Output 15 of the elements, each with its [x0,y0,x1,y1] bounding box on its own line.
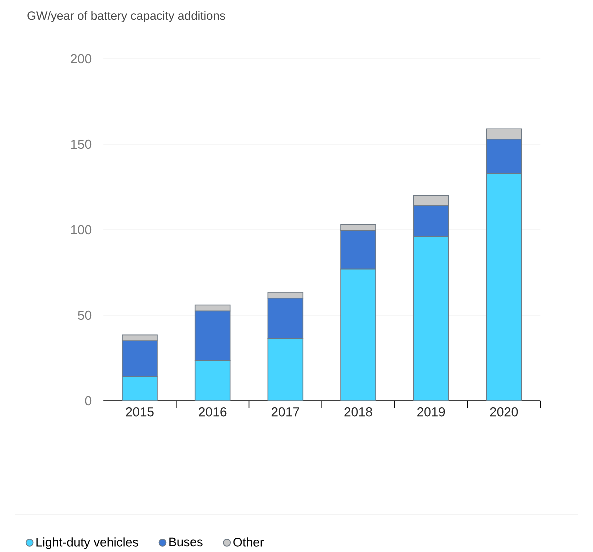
y-tick-label: 0 [85,396,92,406]
y-tick-label: 200 [71,54,92,64]
y-tick-label: 50 [78,310,92,320]
x-tick-label: 2017 [272,408,300,417]
x-tick-label: 2016 [199,408,227,417]
legend-label: Buses [170,538,203,547]
x-tick-label: 2015 [126,408,154,417]
x-tick-label: 2020 [490,408,518,417]
legend-label: Other [234,538,264,547]
x-tick-label: 2019 [418,408,446,417]
x-tick-label: 2018 [344,408,372,417]
y-tick-label: 150 [71,140,92,150]
legend-label: Light-duty vehicles [36,538,138,550]
y-axis-title: GW/year of battery capacity additions [28,11,226,23]
y-tick-label: 100 [71,225,92,235]
